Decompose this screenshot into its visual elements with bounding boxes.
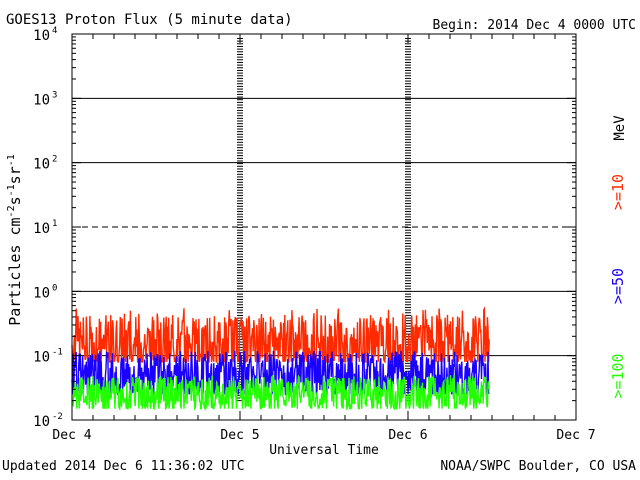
series-line-0 [71,306,490,364]
y-tick-label: 10 [33,92,50,108]
x-tick-label: Dec 6 [388,428,427,443]
legend-ge100: >=100 [609,353,627,398]
y-tick-exponent: 1 [52,219,57,229]
y-tick-label: 10 [33,414,50,430]
y-tick-exponent: 2 [52,155,57,165]
unit-label: MeV [612,115,628,141]
y-tick-exponent: 4 [52,26,57,36]
source-credit: NOAA/SWPC Boulder, CO USA [440,459,636,474]
y-tick-label: 10 [33,28,50,44]
y-tick-label: 10 [33,221,50,237]
y-tick-label: 10 [33,285,50,301]
y-tick-exponent: 3 [52,90,57,100]
y-tick-exponent: 0 [52,283,57,293]
x-tick-label: Dec 4 [52,428,91,443]
x-axis-label: Universal Time [269,443,379,458]
y-tick-exponent: -2 [52,412,63,422]
y-tick-label: 10 [33,157,50,173]
x-tick-label: Dec 5 [220,428,259,443]
begin-time: Begin: 2014 Dec 4 0000 UTC [433,18,637,33]
legend-ge50: >=50 [609,268,627,304]
chart-title: GOES13 Proton Flux (5 minute data) [6,12,293,28]
series-line-2 [71,374,490,412]
updated-timestamp: Updated 2014 Dec 6 11:36:02 UTC [2,459,245,474]
y-tick-label: 10 [33,350,50,366]
x-tick-label: Dec 7 [556,428,595,443]
y-axis-label: Particles cm-2s-1sr-1 [6,154,24,326]
y-tick-exponent: -1 [52,348,63,358]
legend-ge10: >=10 [609,174,627,210]
